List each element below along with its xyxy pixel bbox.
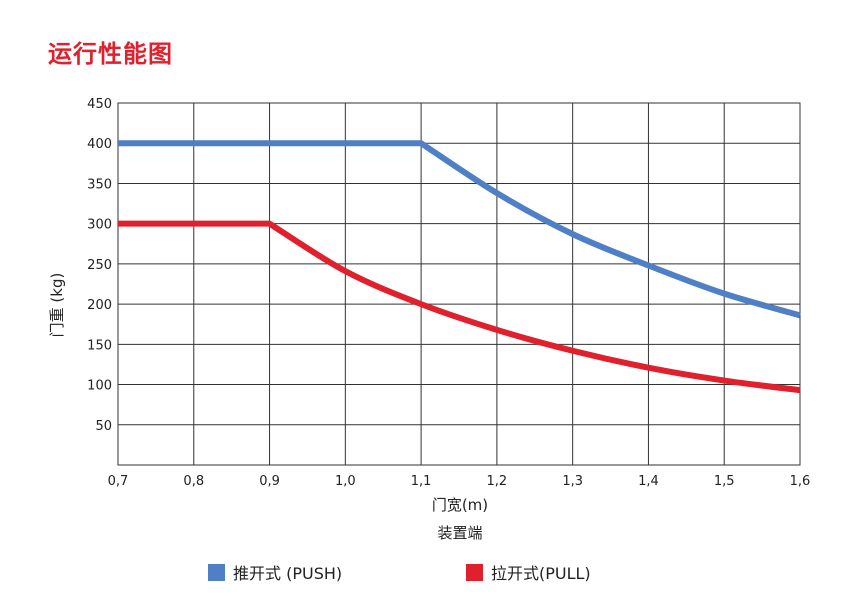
- x-tick-label: 0,8: [183, 474, 204, 489]
- legend-item-push: 推开式 (PUSH): [208, 560, 342, 584]
- chart-ticks: 0,7 0,8 0,9 1,0 1,1 1,2 1,3 1,4 1,5 1,6 50 100 150 20…: [87, 97, 810, 489]
- x-tick-label: 1,4: [638, 474, 659, 489]
- y-tick-label: 400: [87, 137, 112, 152]
- legend-swatch-pull: [466, 563, 483, 581]
- y-tick-label: 450: [87, 97, 112, 112]
- y-axis-title: 门重 (kg): [48, 273, 66, 338]
- x-axis-title: 门宽(m): [432, 496, 488, 514]
- y-tick-label: 150: [87, 338, 112, 353]
- x-tick-label: 0,7: [108, 474, 129, 489]
- chart-grid: [117, 102, 801, 466]
- x-tick-label: 1,0: [335, 474, 356, 489]
- legend-label-pull: 拉开式(PULL): [491, 564, 591, 583]
- y-tick-label: 300: [87, 218, 112, 233]
- legend-label-push: 推开式 (PUSH): [233, 564, 343, 583]
- page-title: 运行性能图: [48, 40, 173, 68]
- x-tick-label: 1,6: [790, 474, 811, 489]
- x-tick-label: 0,9: [259, 474, 280, 489]
- x-tick-label: 1,3: [562, 474, 583, 489]
- legend-swatch-push: [208, 563, 225, 581]
- y-tick-label: 200: [87, 298, 112, 313]
- chart-series: [118, 140, 801, 394]
- y-tick-label: 250: [87, 258, 112, 273]
- y-tick-label: 350: [87, 177, 112, 192]
- series-line-1: [118, 220, 801, 394]
- y-tick-label: 50: [95, 419, 112, 434]
- series-line-0: [118, 140, 801, 319]
- x-tick-label: 1,5: [714, 474, 735, 489]
- x-axis-subtitle: 装置端: [437, 524, 482, 542]
- x-tick-label: 1,1: [411, 474, 432, 489]
- x-tick-label: 1,2: [487, 474, 508, 489]
- y-tick-label: 100: [87, 379, 112, 394]
- legend-item-pull: 拉开式(PULL): [466, 560, 591, 584]
